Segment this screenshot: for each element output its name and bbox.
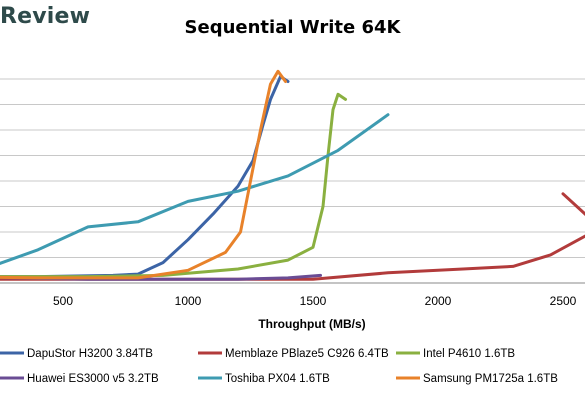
series-line-2 — [0, 92, 347, 279]
series-line-4 — [0, 113, 390, 265]
legend-item: Huawei ES3000 v5 3.2TB — [0, 373, 159, 385]
x-tick-label: 2000 — [425, 294, 452, 308]
legend-item: Toshiba PX04 1.6TB — [198, 373, 330, 385]
legend-label: Huawei ES3000 v5 3.2TB — [27, 373, 159, 385]
x-tick-label: 500 — [53, 294, 73, 308]
legend-item: Memblaze PBlaze5 C926 6.4TB — [198, 348, 389, 360]
chart-gridlines — [0, 78, 585, 258]
chart-series-lines — [0, 69, 585, 281]
x-tick-label: 1000 — [175, 294, 202, 308]
legend-label: Samsung PM1725a 1.6TB — [423, 373, 558, 385]
x-axis-label: Throughput (MB/s) — [258, 317, 365, 331]
chart-title: Sequential Write 64K — [184, 17, 401, 38]
legend-item: DapuStor H3200 3.84TB — [0, 348, 153, 360]
legend-item: Intel P4610 1.6TB — [396, 348, 515, 360]
legend-label: Intel P4610 1.6TB — [423, 348, 515, 360]
x-tick-labels: 500 1000 1500 2000 2500 — [53, 294, 577, 308]
series-line-5 — [0, 69, 287, 280]
legend-item: Samsung PM1725a 1.6TB — [396, 373, 558, 385]
x-tick-label: 1500 — [300, 294, 327, 308]
brand-logo-text: Review — [0, 4, 91, 29]
chart-legend: DapuStor H3200 3.84TB Memblaze PBlaze5 C9… — [0, 348, 558, 385]
series-line-extra — [561, 192, 585, 216]
legend-label: Toshiba PX04 1.6TB — [225, 373, 330, 385]
legend-label: DapuStor H3200 3.84TB — [27, 348, 153, 360]
legend-label: Memblaze PBlaze5 C926 6.4TB — [225, 348, 389, 360]
x-tick-label: 2500 — [550, 294, 577, 308]
